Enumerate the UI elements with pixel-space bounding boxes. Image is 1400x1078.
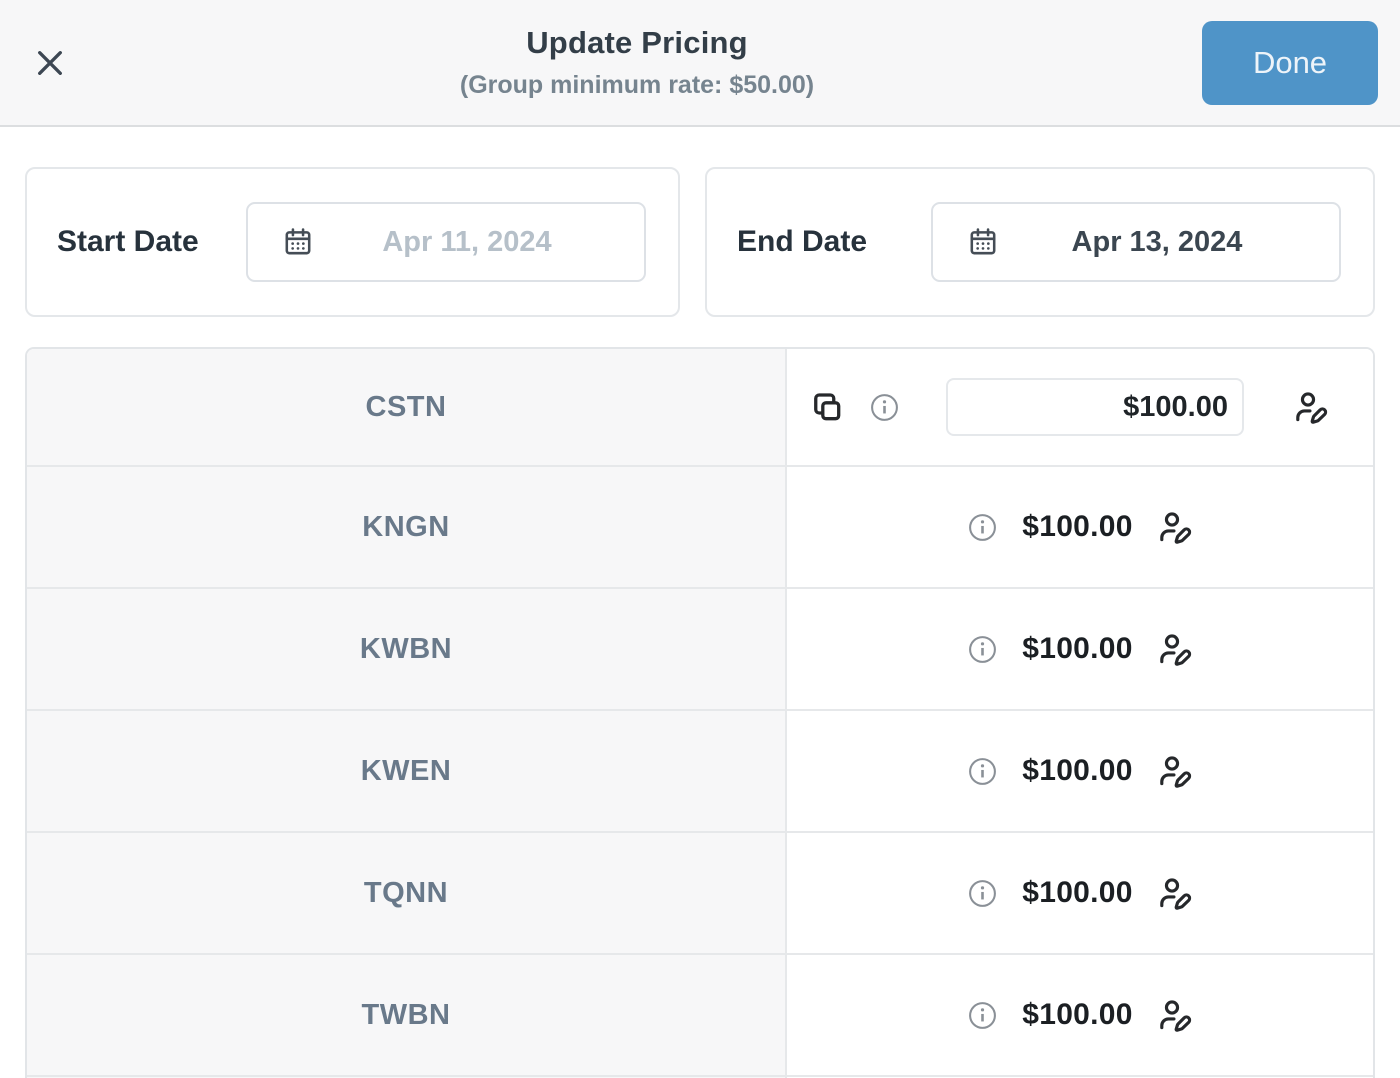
row-price-cell: $100.00 — [787, 833, 1373, 953]
page-title: Update Pricing — [526, 25, 748, 60]
row-code-cell: KWBN — [27, 589, 787, 709]
row-price-cell: $100.00 — [787, 589, 1373, 709]
price-value: $100.00 — [1022, 876, 1133, 909]
page-subtitle: (Group minimum rate: $50.00) — [459, 71, 815, 99]
start-date-card: Start Date — [25, 167, 680, 317]
user-edit-icon[interactable] — [1157, 875, 1193, 911]
info-icon[interactable] — [967, 634, 998, 665]
row-code-label: KWBN — [359, 632, 453, 665]
price-input[interactable] — [946, 378, 1244, 436]
info-icon[interactable] — [967, 512, 998, 543]
table-row: KNGN $100.00 — [27, 465, 1373, 587]
copy-icon[interactable] — [809, 389, 845, 425]
info-icon[interactable] — [967, 756, 998, 787]
close-icon — [31, 44, 69, 82]
start-date-picker[interactable] — [246, 202, 646, 282]
price-value: $100.00 — [1022, 754, 1133, 787]
title-block: Update Pricing (Group minimum rate: $50.… — [72, 25, 1202, 100]
price-value: $100.00 — [1022, 998, 1133, 1031]
user-edit-icon[interactable] — [1157, 509, 1193, 545]
user-edit-icon[interactable] — [1157, 753, 1193, 789]
row-price-cell — [787, 349, 1373, 465]
price-value: $100.00 — [1022, 510, 1133, 543]
row-code-cell: KNGN — [27, 467, 787, 587]
table-row: TWBN $100.00 — [27, 953, 1373, 1075]
end-date-card: End Date — [705, 167, 1375, 317]
row-code-label: KWEN — [360, 754, 452, 787]
info-icon[interactable] — [869, 392, 900, 423]
end-date-picker[interactable] — [931, 202, 1341, 282]
row-code-label: CSTN — [365, 390, 447, 423]
start-date-label: Start Date — [57, 225, 199, 258]
table-row: KWEN $100.00 — [27, 709, 1373, 831]
user-edit-icon[interactable] — [1157, 997, 1193, 1033]
info-icon[interactable] — [967, 878, 998, 909]
end-date-label: End Date — [737, 225, 868, 258]
row-code-label: KNGN — [362, 510, 450, 543]
pricing-table: CSTN — [25, 347, 1375, 1078]
row-code-cell: CSTN — [27, 349, 787, 465]
row-price-cell: $100.00 — [787, 711, 1373, 831]
row-code-cell: TWBN — [27, 955, 787, 1075]
row-code-cell: TQNN — [27, 833, 787, 953]
start-date-field[interactable] — [314, 204, 644, 280]
modal-header: Update Pricing (Group minimum rate: $50.… — [0, 0, 1400, 127]
table-row: TQNN $100.00 — [27, 831, 1373, 953]
table-row: CSTN — [27, 349, 1373, 465]
done-button[interactable]: Done — [1202, 20, 1378, 105]
row-price-cell: $100.00 — [787, 955, 1373, 1075]
calendar-icon — [282, 226, 314, 258]
row-code-cell: KWEN — [27, 711, 787, 831]
user-edit-icon[interactable] — [1157, 631, 1193, 667]
info-icon[interactable] — [967, 1000, 998, 1031]
end-date-field[interactable] — [999, 204, 1339, 280]
calendar-icon — [967, 226, 999, 258]
row-code-label: TWBN — [361, 998, 451, 1031]
price-value: $100.00 — [1022, 632, 1133, 665]
row-code-label: TQNN — [363, 876, 449, 909]
table-row: KWBN $100.00 — [27, 587, 1373, 709]
user-edit-icon[interactable] — [1293, 389, 1329, 425]
close-button[interactable] — [28, 41, 72, 85]
row-price-cell: $100.00 — [787, 467, 1373, 587]
